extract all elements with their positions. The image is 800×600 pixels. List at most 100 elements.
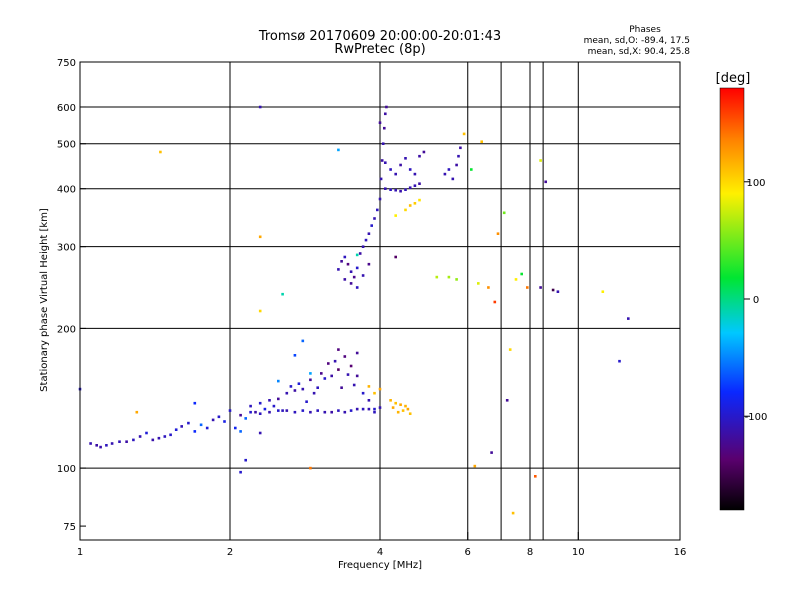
data-point: [316, 409, 319, 412]
data-point: [297, 382, 301, 385]
data-point: [258, 235, 262, 239]
data-point: [309, 378, 312, 382]
data-point: [118, 440, 121, 443]
data-point: [406, 407, 410, 411]
data-point: [343, 355, 347, 358]
data-point: [462, 132, 466, 136]
data-point: [281, 409, 284, 412]
data-point: [404, 404, 407, 408]
data-point: [234, 426, 237, 430]
data-point: [349, 270, 353, 273]
data-point: [459, 146, 462, 150]
data-point: [627, 317, 630, 320]
data-point: [422, 150, 426, 154]
data-point: [301, 409, 305, 412]
data-point: [384, 112, 387, 116]
chart-title: Tromsø 20170609 20:00:00-20:01:43: [258, 29, 501, 44]
data-point: [309, 466, 312, 470]
data-point: [301, 387, 305, 391]
data-point: [323, 410, 327, 414]
data-point: [151, 438, 155, 442]
data-point: [132, 438, 135, 442]
data-point: [443, 172, 447, 176]
data-point: [340, 260, 343, 263]
data-point: [534, 475, 537, 478]
data-point: [451, 177, 455, 181]
chart-subtitle: RwPretec (8p): [334, 42, 425, 57]
data-point: [394, 188, 397, 192]
y-tick-label: 100: [57, 464, 76, 475]
x-tick-label: 4: [377, 547, 383, 558]
data-point: [361, 274, 365, 277]
data-point: [205, 426, 209, 430]
data-point: [355, 374, 359, 378]
data-point: [349, 364, 353, 368]
data-point: [105, 444, 108, 447]
data-point: [373, 391, 376, 395]
data-point: [355, 253, 359, 257]
data-point: [520, 272, 523, 276]
data-point: [455, 278, 458, 281]
data-point: [447, 168, 451, 171]
data-point: [367, 399, 371, 402]
data-point: [337, 348, 340, 351]
data-point: [490, 451, 493, 454]
y-tick-label: 400: [57, 185, 76, 196]
data-point: [418, 182, 421, 185]
data-point: [367, 232, 371, 235]
data-point: [378, 406, 382, 409]
data-point: [514, 278, 518, 281]
stats-heading: Phases: [629, 25, 661, 35]
data-point: [418, 198, 421, 202]
data-point: [404, 157, 407, 160]
x-axis-label: Frequency [MHz]: [338, 560, 422, 571]
data-point: [378, 121, 382, 124]
data-point: [228, 409, 232, 412]
data-point: [480, 140, 483, 143]
data-point: [163, 435, 167, 438]
data-point: [239, 470, 242, 474]
data-point: [277, 397, 280, 401]
y-tick-label: 75: [63, 522, 76, 533]
y-tick-label: 300: [57, 243, 76, 254]
data-point: [258, 412, 262, 415]
stats-x-mode: mean, sd,X: 90.4, 25.8: [588, 47, 691, 57]
data-point: [249, 404, 252, 408]
data-point: [337, 268, 340, 271]
data-point: [539, 286, 542, 289]
data-point: [293, 354, 297, 357]
data-point: [95, 444, 98, 447]
data-point: [355, 286, 359, 289]
data-point: [418, 154, 421, 158]
data-point: [401, 409, 405, 412]
data-point: [367, 407, 371, 411]
data-point: [618, 359, 621, 363]
data-point: [367, 262, 371, 266]
data-point: [408, 186, 412, 189]
data-point: [323, 377, 327, 380]
data-point: [277, 379, 280, 383]
data-point: [352, 275, 356, 279]
stats-o-mode: mean, sd,O: -89.4, 17.5: [584, 36, 690, 46]
colorbar-tick-label: 0: [753, 295, 759, 306]
data-point: [258, 105, 262, 109]
data-point: [361, 407, 365, 411]
data-point: [285, 409, 289, 412]
colorbar-label: [deg]: [716, 71, 751, 86]
x-tick-label: 10: [572, 547, 585, 558]
data-point: [99, 445, 102, 449]
data-point: [349, 282, 353, 285]
data-point: [389, 168, 392, 171]
data-point: [272, 404, 276, 408]
data-point: [373, 407, 376, 411]
data-point: [364, 238, 368, 242]
data-point: [383, 126, 386, 130]
data-point: [404, 188, 407, 191]
data-point: [187, 421, 190, 425]
data-point: [502, 211, 506, 215]
data-point: [157, 436, 161, 440]
data-point: [169, 433, 172, 437]
data-point: [138, 435, 142, 438]
